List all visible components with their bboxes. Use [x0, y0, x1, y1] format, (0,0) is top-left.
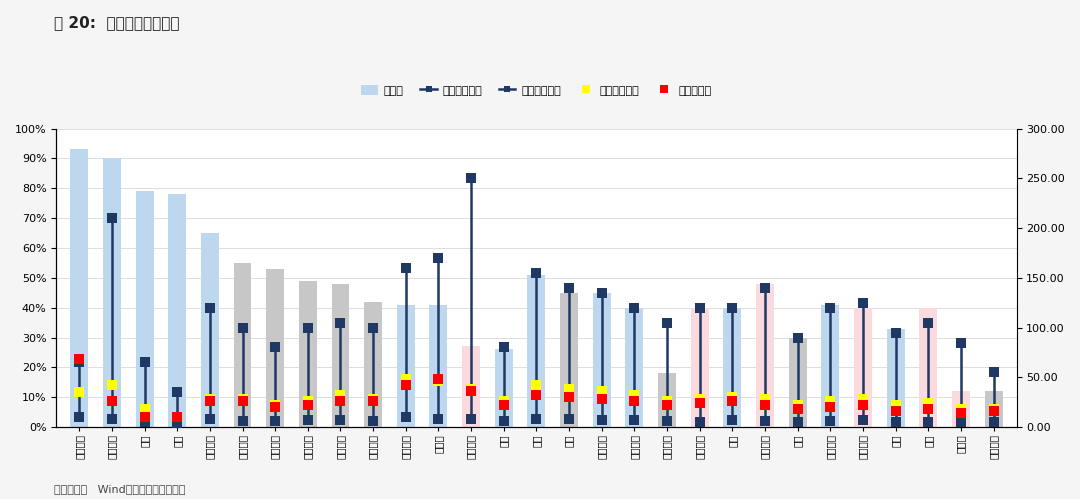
Bar — [299, 281, 316, 427]
Bar — [495, 349, 513, 427]
Bar — [691, 308, 708, 427]
Bar — [854, 308, 872, 427]
Bar — [658, 373, 676, 427]
Bar — [919, 308, 937, 427]
Bar — [561, 293, 578, 427]
Bar — [822, 305, 839, 427]
Bar — [953, 391, 970, 427]
Bar — [430, 305, 447, 427]
Text: 图 20:  申万一级行业估值: 图 20: 申万一级行业估值 — [54, 15, 179, 30]
Bar — [233, 263, 252, 427]
Bar — [168, 194, 186, 427]
Bar — [756, 284, 774, 427]
Bar — [364, 302, 382, 427]
Text: 数据来源：   Wind，国泰君安证券研究: 数据来源： Wind，国泰君安证券研究 — [54, 484, 186, 494]
Bar — [593, 293, 610, 427]
Bar — [788, 337, 807, 427]
Bar — [985, 391, 1002, 427]
Bar — [266, 269, 284, 427]
Bar — [724, 308, 741, 427]
Bar — [201, 233, 219, 427]
Bar — [396, 305, 415, 427]
Bar — [527, 275, 545, 427]
Bar — [136, 191, 153, 427]
Bar — [462, 346, 481, 427]
Bar — [70, 149, 89, 427]
Bar — [625, 308, 644, 427]
Legend: 分位数, 最大值（右）, 最小值（右）, 中位数（右）, 现值（右）: 分位数, 最大值（右）, 最小值（右）, 中位数（右）, 现值（右） — [357, 80, 716, 100]
Bar — [887, 328, 905, 427]
Bar — [332, 284, 350, 427]
Bar — [103, 158, 121, 427]
